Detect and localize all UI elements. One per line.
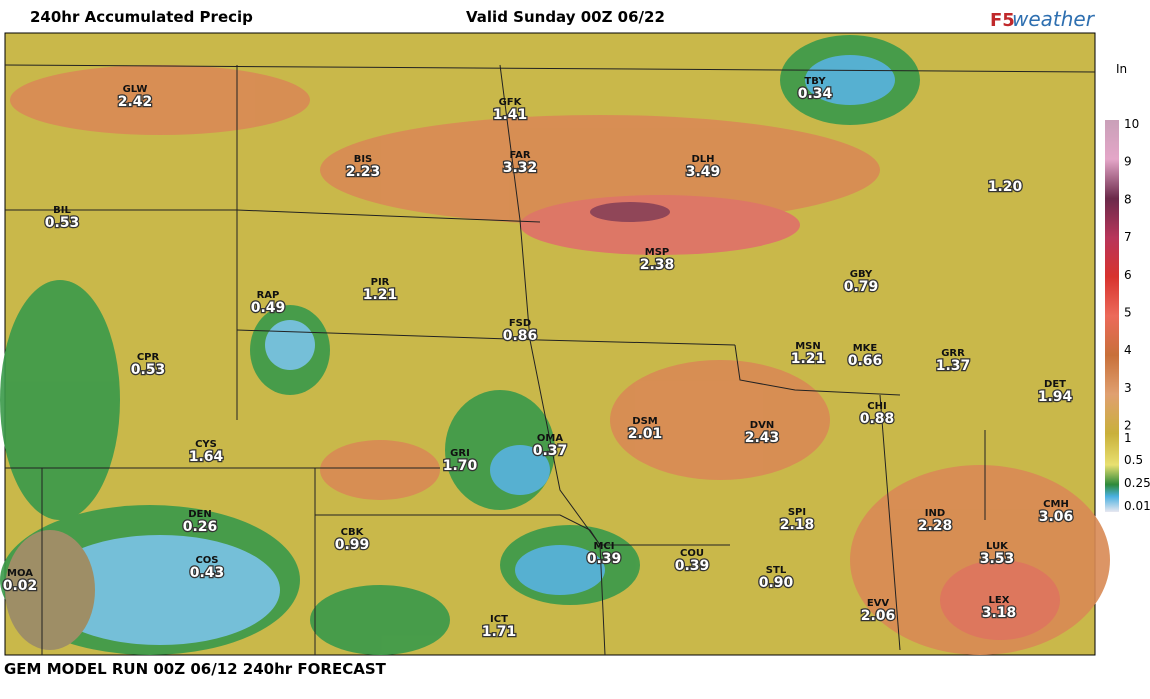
station-value: 1.20 [988,179,1023,195]
station-value: 0.49 [251,300,286,316]
station-code: BIS [354,154,373,165]
legend-tick: 9 [1124,155,1132,169]
station-code: RAP [257,290,280,301]
station-code: CYS [195,439,217,450]
station-code: SPI [788,507,806,518]
legend-tick: 0.01 [1124,499,1150,513]
station-value: 2.06 [861,608,896,624]
station-value: 2.43 [745,430,780,446]
station-code: GBY [850,269,873,280]
station-code: DEN [188,509,212,520]
station-code: CMH [1043,499,1069,510]
station-code: MSN [795,341,821,352]
map-area [0,32,1110,656]
station-value: 0.86 [503,328,538,344]
legend-tick: 4 [1124,343,1132,357]
station-code: DSM [632,416,658,427]
station-value: 0.99 [335,537,370,553]
station-value: 3.53 [980,551,1015,567]
legend-tick: 5 [1124,306,1132,320]
station-value: 1.21 [363,287,398,303]
station-value: 0.37 [533,443,568,459]
station-value: 0.53 [131,362,166,378]
station-value: 1.41 [493,107,528,123]
station-value: 0.02 [3,578,38,594]
station-value: 0.43 [190,565,225,581]
station-value: 3.18 [982,605,1017,621]
station-value: 0.88 [860,411,895,427]
brand-prefix: F5 [990,10,1015,31]
station-code: CHI [867,401,886,412]
brand: weather [1012,7,1096,31]
station-value: 2.18 [780,517,815,533]
station-code: STL [766,565,787,576]
station-value: 1.37 [936,358,971,374]
footer: GEM MODEL RUN 00Z 06/12 240hr FORECAST [4,660,387,678]
station-value: 0.34 [798,86,833,102]
station-code: MSP [645,247,669,258]
station-code: MCI [593,541,614,552]
station-code: LEX [989,595,1010,606]
station-code: IND [925,508,945,519]
station-code: COS [195,555,218,566]
valid-time: Valid Sunday 00Z 06/22 [466,8,665,26]
legend-tick: 10 [1124,117,1139,131]
station-code: COU [680,548,704,559]
station-code: MKE [853,343,878,354]
station-value: 2.28 [918,518,953,534]
station-value: 1.21 [791,351,826,367]
station-code: OMA [537,433,563,444]
station-code: LUK [986,541,1009,552]
station-code: GRR [941,348,965,359]
station-value: 2.38 [640,257,675,273]
station-value: 2.23 [346,164,381,180]
station-code: TBY [804,76,826,87]
title: 240hr Accumulated Precip [30,8,253,26]
station-code: FSD [509,318,531,329]
station-code: PIR [371,277,390,288]
station-value: 1.70 [443,458,478,474]
station-code: ICT [490,614,508,625]
station-code: CPR [137,352,160,363]
legend-tick: 8 [1124,192,1132,206]
station-value: 2.01 [628,426,663,442]
station-value: 0.39 [587,551,622,567]
station-value: 0.90 [759,575,794,591]
station-value: 3.49 [686,164,721,180]
legend-unit: In [1116,62,1127,76]
station-value: 0.66 [848,353,883,369]
station-value: 3.06 [1039,509,1074,525]
legend-bar [1105,120,1119,512]
station-code: DET [1044,379,1066,390]
station-value: 0.39 [675,558,710,574]
station-code: BIL [53,205,71,216]
legend-tick: 2 [1124,419,1132,433]
legend-tick: 0.5 [1124,453,1143,467]
legend-tick: 0.25 [1124,476,1150,490]
station-value: 1.64 [189,449,224,465]
legend-tick: 6 [1124,268,1132,282]
station-code: GFK [499,97,523,108]
station-value: 0.26 [183,519,218,535]
station-value: 0.79 [844,279,879,295]
station-code: FAR [509,150,530,161]
station-value: 2.42 [118,94,153,110]
station-value: 0.53 [45,215,80,231]
station-code: CBK [341,527,365,538]
legend: In [1105,62,1127,512]
station-value: 1.71 [482,624,517,640]
station-code: DVN [750,420,774,431]
legend-tick: 1 [1124,431,1132,445]
station-code: MOA [7,568,33,579]
station-value: 3.32 [503,160,538,176]
station-code: EVV [867,598,890,609]
station-code: DLH [691,154,714,165]
station-value: 1.94 [1038,389,1073,405]
station-code: GLW [123,84,148,95]
legend-tick: 3 [1124,381,1132,395]
legend-tick: 7 [1124,230,1132,244]
station-code: GRI [450,448,470,459]
